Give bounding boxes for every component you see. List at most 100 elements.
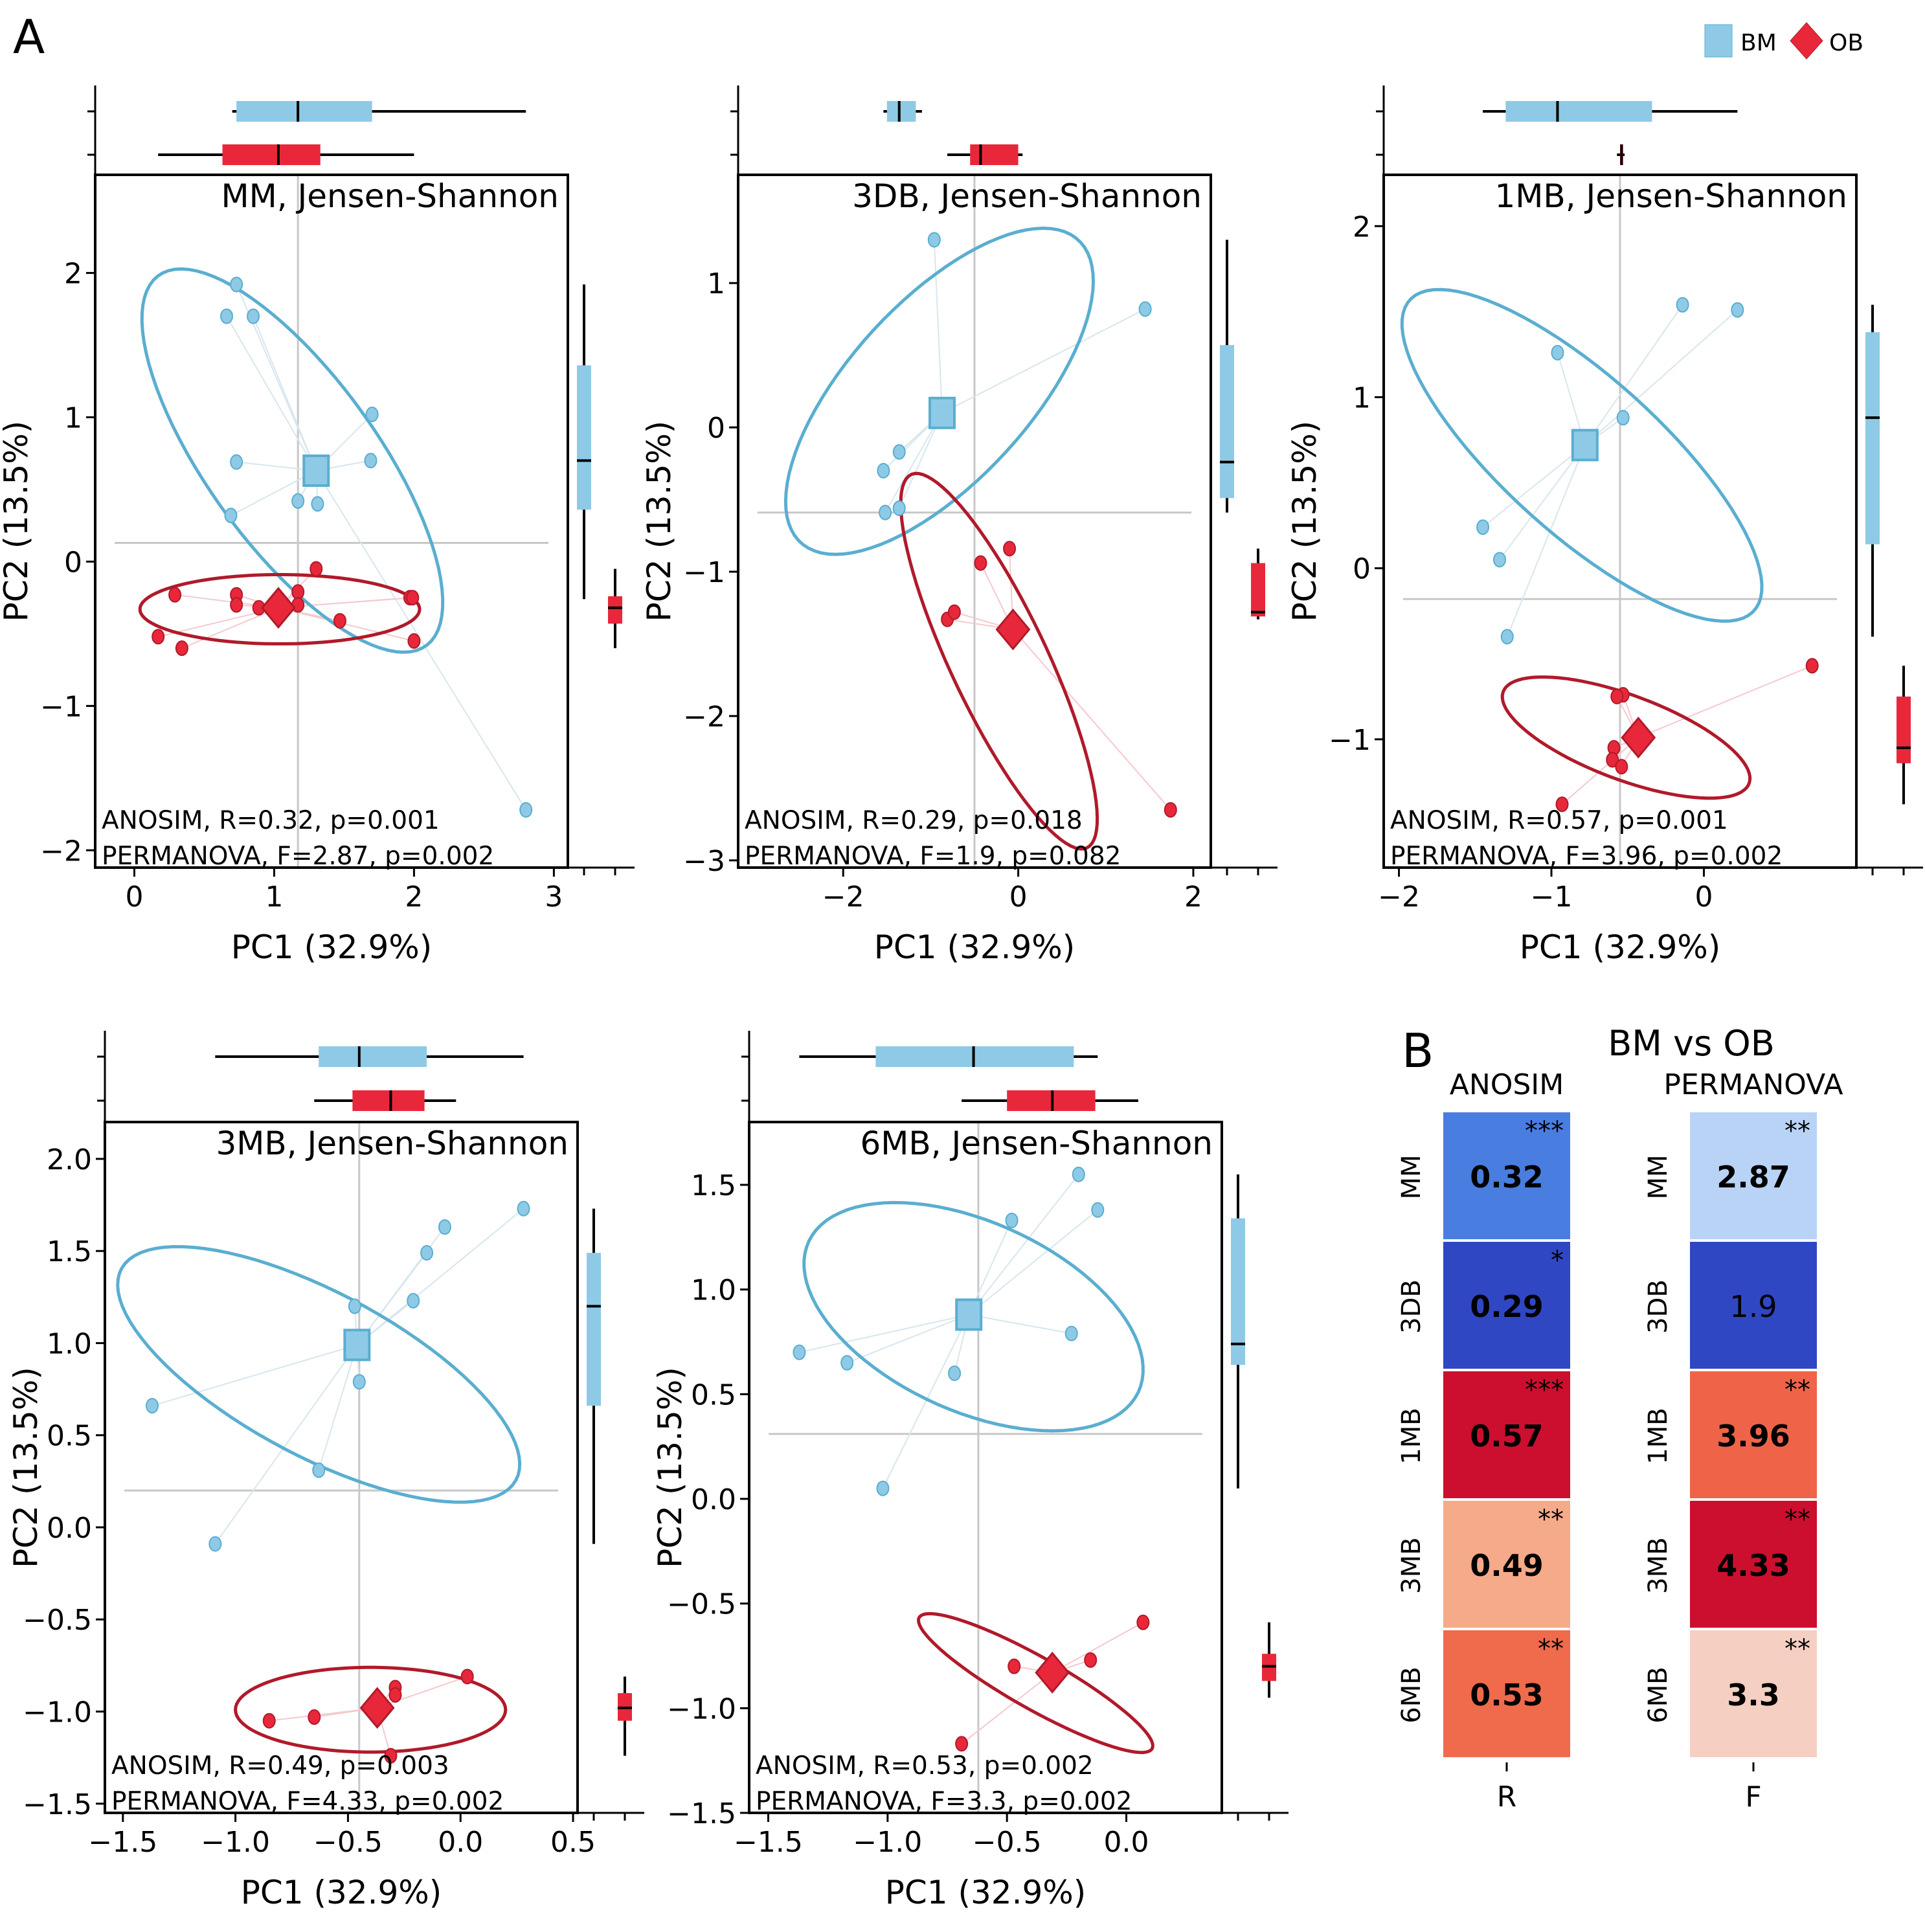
y-tick-label: 2 (64, 258, 82, 291)
bm-connector (226, 315, 317, 471)
y-tick-label: −0.5 (667, 1588, 736, 1621)
ob-confidence-ellipse (234, 1665, 508, 1754)
bm-sample-point (247, 308, 260, 324)
bm-sample-point (224, 508, 238, 524)
heatmap-row-label: 3MB (1397, 1537, 1426, 1593)
bm-confidence-ellipse (802, 1200, 1145, 1433)
stats-text: ANOSIM, R=0.53, p=0.002 (756, 1751, 1094, 1780)
ob-sample-point (460, 1668, 474, 1685)
bm-y-boxplot-box (1231, 1218, 1245, 1365)
ob-confidence-ellipse (899, 471, 1099, 851)
bm-y-boxplot-box (587, 1253, 601, 1406)
bm-sample-point (352, 1374, 366, 1390)
heatmap-row-label: 6MB (1397, 1667, 1426, 1723)
heatmap-significance-stars: ** (1784, 1505, 1810, 1534)
heatmap-row-label: 1MB (1397, 1408, 1426, 1464)
bm-connector (799, 1314, 969, 1353)
ob-sample-point (947, 604, 961, 620)
ob-sample-point (1164, 802, 1177, 818)
heatmap-significance-stars: ** (1784, 1634, 1810, 1664)
stats-text: PERMANOVA, F=2.87, p=0.002 (102, 842, 494, 871)
y-tick-label: −2 (683, 701, 725, 734)
bm-connector (1499, 444, 1586, 561)
x-tick-label: −2 (1378, 881, 1420, 914)
bm-centroid (928, 396, 956, 429)
bm-sample-point (348, 1298, 361, 1314)
bm-connector (968, 1209, 1098, 1316)
bm-sample-point (1072, 1166, 1085, 1182)
heatmap-cell-value: 2.87 (1717, 1160, 1790, 1195)
bm-sample-point (519, 802, 533, 818)
heatmap-cell (1690, 1630, 1817, 1757)
ob-sample-point (1610, 688, 1624, 704)
ob-confidence-ellipse (138, 573, 422, 646)
ob-connector (1052, 1621, 1143, 1674)
stats-text: ANOSIM, R=0.32, p=0.001 (102, 806, 440, 835)
stats-text: ANOSIM, R=0.57, p=0.001 (1390, 806, 1728, 835)
ob-centroid (1035, 1652, 1070, 1694)
ob-sample-point (310, 561, 323, 577)
x-axis-label: PC1 (32.9%) (885, 1874, 1086, 1911)
bm-sample-point (876, 1480, 890, 1496)
y-tick-label: −1 (683, 556, 725, 589)
y-tick-label: −0.5 (23, 1604, 92, 1637)
heatmap-x-tick-label: F (1745, 1780, 1761, 1814)
ob-y-boxplot-box (608, 596, 622, 624)
x-tick-label: 0 (125, 881, 143, 914)
y-tick-label: 0 (707, 412, 725, 445)
x-tick-label: 0 (1009, 881, 1028, 914)
legend-ob-label: OB (1829, 30, 1863, 56)
bm-sample-point (208, 1536, 222, 1552)
panel-title: 1MB, Jensen-Shannon (1494, 177, 1847, 215)
heatmap-column-header: ANOSIM (1450, 1068, 1564, 1101)
x-tick-label: 3 (545, 881, 563, 914)
stats-text: PERMANOVA, F=3.3, p=0.002 (756, 1787, 1132, 1816)
heatmap-cell (1443, 1112, 1570, 1239)
ob-connector (269, 1707, 377, 1722)
x-axis-label: PC1 (32.9%) (231, 928, 433, 966)
ob-connector (278, 607, 414, 642)
bm-sample-point (407, 1292, 420, 1309)
bm-connector (1584, 304, 1683, 446)
ob-centroid (995, 608, 1031, 651)
bm-sample-point (1551, 344, 1564, 361)
bm-sample-point (438, 1219, 451, 1235)
bm-connector (318, 1344, 358, 1471)
bm-connector (1584, 309, 1738, 446)
bm-connector (1482, 444, 1586, 528)
heatmap-significance-stars: * (1551, 1246, 1564, 1275)
heatmap-x-tick-label: R (1497, 1780, 1517, 1814)
plot-frame (104, 1121, 579, 1814)
ob-centroid (359, 1687, 395, 1729)
y-tick-label: 0 (1353, 553, 1371, 586)
bm-sample-point (364, 453, 377, 469)
x-tick-label: 1 (265, 881, 283, 914)
pcoa-panel-3db: 3DB, Jensen-Shannon ANOSIM, R=0.29, p=0.0… (640, 85, 1278, 966)
stats-text: PERMANOVA, F=1.9, p=0.082 (745, 842, 1121, 871)
pcoa-panel-3mb: 3MB, Jensen-Shannon ANOSIM, R=0.49, p=0.0… (7, 1031, 644, 1911)
stats-text: ANOSIM, R=0.49, p=0.003 (111, 1751, 449, 1780)
y-tick-label: −1.5 (667, 1797, 736, 1830)
bm-sample-point (365, 407, 379, 423)
heatmap-cell (1443, 1501, 1570, 1628)
bm-sample-point (1492, 552, 1506, 568)
bm-sample-point (927, 232, 941, 248)
plot-frame (737, 174, 1212, 869)
ob-x-boxplot-box (222, 144, 321, 165)
heatmap-significance-stars: ** (1538, 1505, 1564, 1534)
ob-connector (1638, 665, 1813, 739)
y-tick-label: 2 (1353, 210, 1371, 243)
panel-letter-a: A (13, 10, 45, 64)
heatmap-significance-stars: *** (1525, 1116, 1564, 1146)
ob-connector (1012, 629, 1171, 811)
ob-confidence-ellipse (916, 1612, 1154, 1755)
heatmap-cell (1690, 1371, 1817, 1498)
bm-sample-point (1476, 519, 1490, 535)
bm-sample-point (892, 444, 906, 460)
ob-connector (961, 1672, 1053, 1745)
bm-sample-point (1138, 301, 1152, 317)
x-tick-label: −1.0 (201, 1826, 270, 1859)
bm-connector (882, 1314, 970, 1489)
bm-confidence-ellipse (783, 226, 1096, 556)
